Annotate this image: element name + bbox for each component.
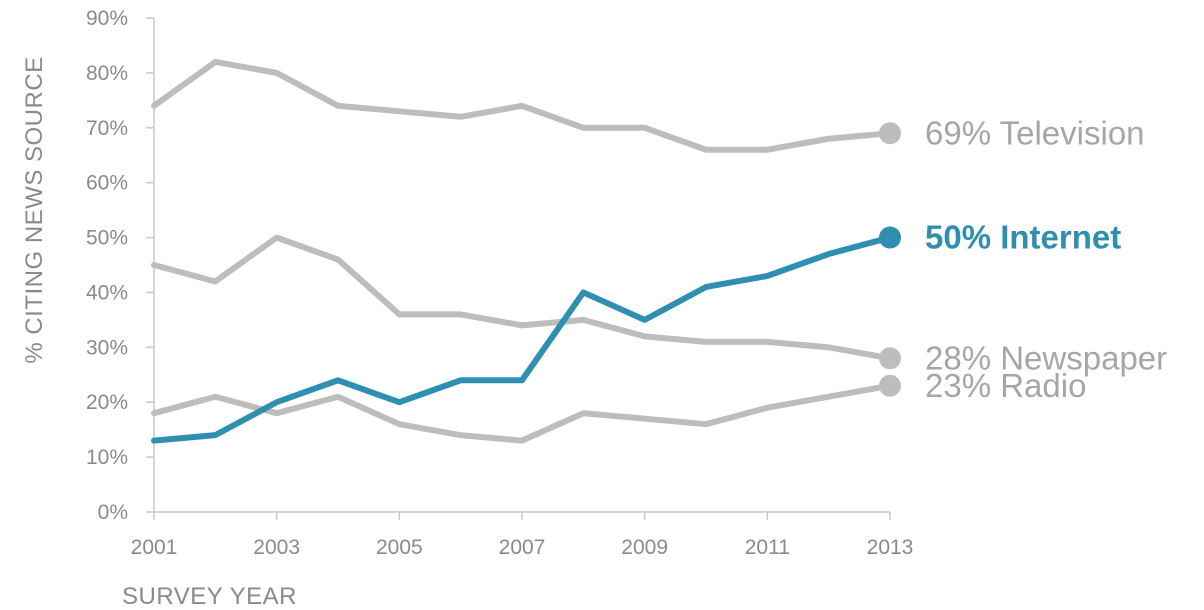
y-tick-label: 90% — [86, 7, 128, 30]
end-marker-television — [879, 122, 901, 145]
y-tick-label: 80% — [86, 62, 128, 85]
y-tick-label: 50% — [86, 227, 128, 250]
end-marker-internet — [879, 226, 901, 249]
end-label-internet: 50% Internet — [925, 219, 1121, 256]
series-line-television — [151, 58, 893, 153]
y-tick-label: 30% — [86, 336, 128, 359]
y-tick-label: 60% — [86, 172, 128, 195]
end-label-television: 69% Television — [925, 114, 1145, 151]
y-axis-title: % CITING NEWS SOURCE — [21, 56, 48, 363]
series-line-newspaper — [151, 234, 893, 362]
x-tick-label: 2011 — [745, 536, 790, 559]
x-tick-label: 2001 — [131, 536, 178, 559]
y-tick-label: 40% — [86, 281, 128, 304]
y-tick-label: 0% — [98, 501, 128, 524]
series-line-radio — [151, 382, 893, 444]
end-label-radio: 23% Radio — [925, 367, 1086, 404]
series-line-internet — [151, 234, 893, 444]
end-marker-newspaper — [879, 347, 901, 370]
series-lines — [151, 58, 893, 444]
x-tick-label: 2005 — [376, 536, 423, 559]
x-tick-label: 2003 — [253, 536, 300, 559]
y-tick-label: 20% — [86, 391, 128, 414]
y-ticks: 0% 10% 20% 30% 40% 50% 60% 70% 80% 90% — [86, 7, 154, 524]
y-tick-label: 70% — [86, 117, 128, 140]
x-axis-title: SURVEY YEAR — [122, 583, 297, 610]
x-tick-label: 2013 — [867, 536, 914, 559]
x-ticks: 2001 2003 2005 2007 2009 2011 2013 — [131, 512, 914, 559]
x-tick-label: 2007 — [499, 536, 546, 559]
end-marker-radio — [879, 374, 901, 397]
end-label-newspaper: 28% Newspaper — [925, 339, 1167, 376]
x-tick-label: 2009 — [621, 536, 668, 559]
y-tick-label: 10% — [86, 446, 128, 469]
series-end-markers — [879, 122, 901, 397]
